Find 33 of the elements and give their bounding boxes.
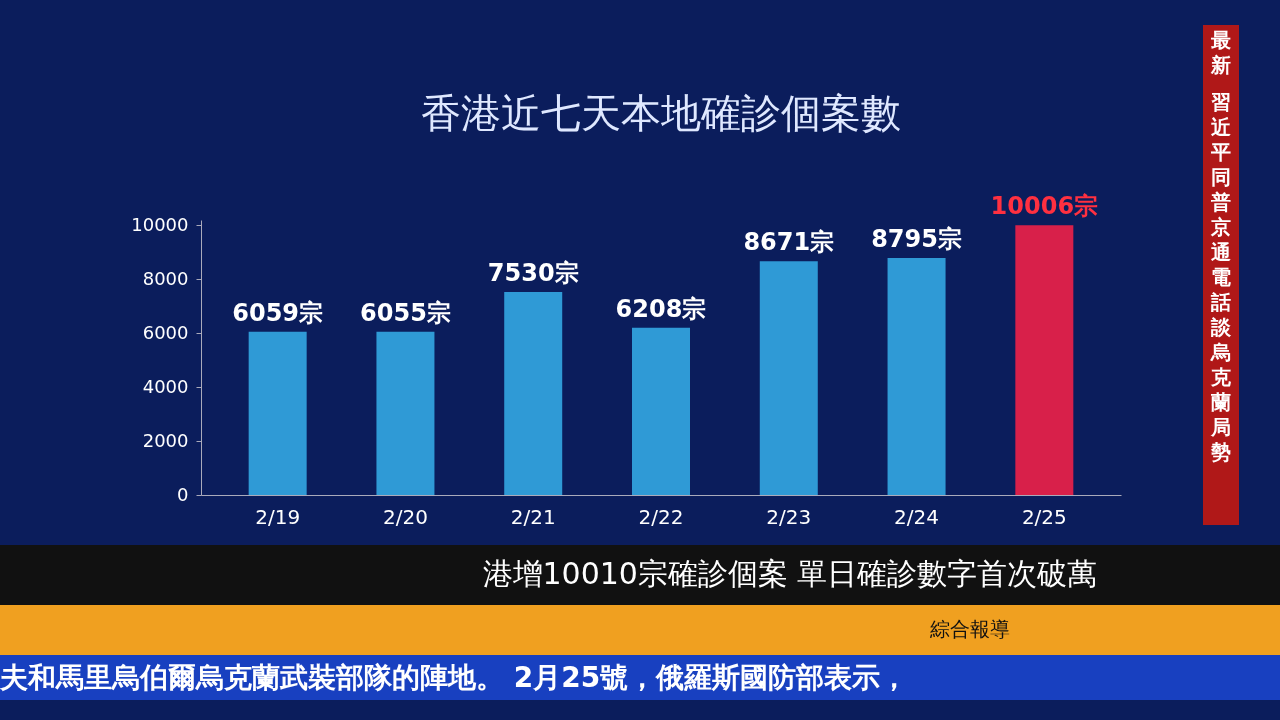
x-tick-label: 2/22 [638,504,684,529]
x-tick-label: 2/19 [255,504,301,529]
x-tick-label: 2/25 [1021,504,1067,529]
x-tick-label: 2/20 [382,504,428,529]
text: 夫和馬里烏伯爾烏克蘭武裝部隊的陣地。 2月25號，俄羅斯國防部表示， [0,655,1280,700]
data-label: 7530宗 [487,258,579,287]
y-tick-label: 2000 [142,429,189,451]
bar [504,291,563,495]
text: 綜合報導 [930,616,1010,643]
data-label: 6059宗 [232,298,324,327]
text: 最新 [1210,28,1232,78]
bar [887,257,946,495]
x-tick-label: 2/21 [510,504,556,529]
x-tick-label: 2/24 [894,504,940,529]
y-tick-label: 0 [177,483,189,505]
y-tick-label: 6000 [142,321,189,343]
bar [1015,225,1074,495]
bar [376,331,435,495]
bar [248,331,307,495]
data-label: 10006宗 [990,192,1099,221]
text: 習近平同普京通電話談烏克蘭局勢 [1211,90,1231,464]
x-tick-label: 2/23 [766,504,812,529]
data-label: 8671宗 [743,228,835,257]
y-tick-label: 10000 [131,213,189,235]
bar [632,327,690,495]
text: 港增10010宗確診個案 單日確診數字首次破萬 [481,555,1099,593]
y-tick-label: 8000 [142,267,189,289]
y-tick-label: 4000 [142,375,189,397]
data-label: 8795宗 [871,224,962,253]
data-label: 6055宗 [360,298,451,327]
chart-title: 香港近七天本地確診個案數 [421,90,901,137]
data-label: 6208宗 [615,294,707,323]
bar [759,261,818,495]
